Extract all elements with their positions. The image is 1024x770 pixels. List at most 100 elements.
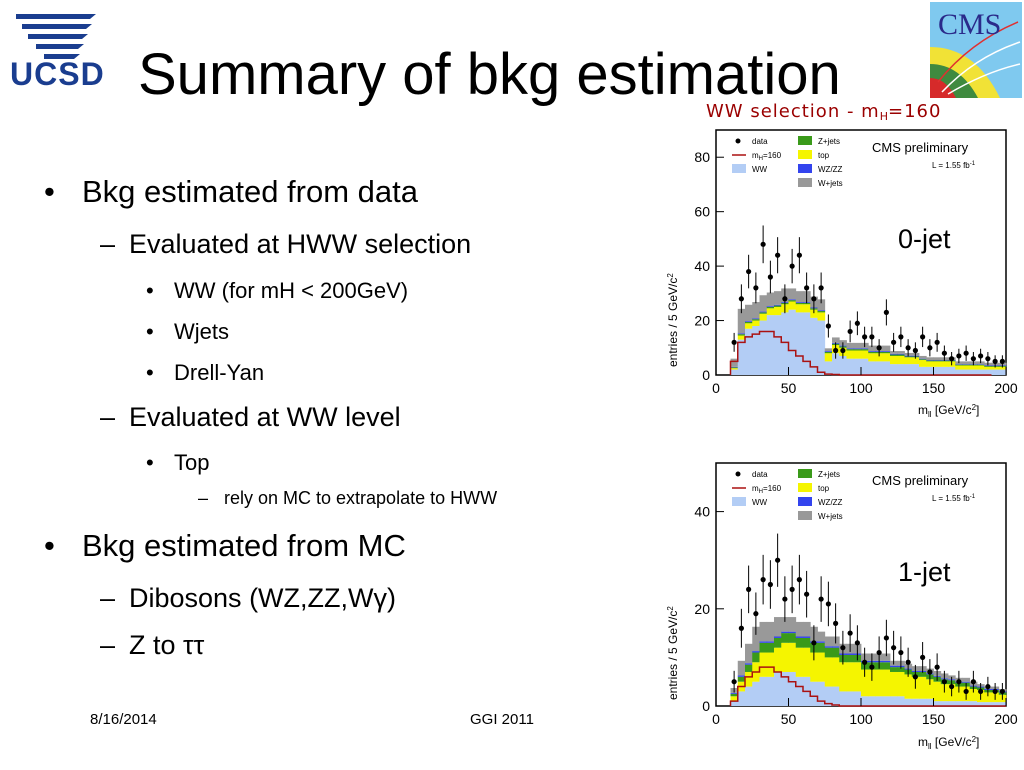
- stack-bar-wz: [861, 348, 869, 350]
- stack-bar-top: [824, 353, 833, 362]
- data-point: [738, 625, 744, 631]
- bullet-item: • Wjets: [146, 319, 229, 345]
- stack-bar-zjets: [904, 356, 913, 358]
- ucsd-logo: UCSD: [6, 6, 116, 96]
- data-point: [905, 659, 911, 665]
- data-point: [891, 339, 897, 345]
- bullet-text: Bkg estimated from data: [82, 174, 418, 209]
- stack-bar-wjets: [774, 291, 782, 305]
- data-point: [789, 263, 795, 269]
- stack-bar-top: [745, 671, 753, 687]
- stack-bar-top: [730, 696, 739, 702]
- data-point: [956, 353, 962, 359]
- stack-bar-wjets: [774, 617, 782, 637]
- data-point: [992, 358, 998, 364]
- stack-bar-zjets: [781, 633, 789, 643]
- x-tick-label: 200: [994, 711, 1018, 727]
- stack-bar-ww: [817, 681, 826, 706]
- stack-bar-wjets: [897, 351, 905, 354]
- data-point: [992, 688, 998, 695]
- stack-bar-wz: [897, 353, 905, 355]
- stack-bar-top: [969, 365, 978, 370]
- data-point: [825, 323, 831, 329]
- data-point: [876, 345, 882, 351]
- stack-bar-ww: [991, 702, 1000, 706]
- legend-label: mH=160: [752, 484, 782, 495]
- stack-bar-top: [868, 353, 876, 362]
- stack-bar-wjets: [817, 299, 826, 311]
- legend-label: mH=160: [752, 151, 782, 162]
- stack-bar-ww: [933, 366, 942, 375]
- stack-bar-ww: [948, 366, 956, 375]
- stack-bar-top: [890, 671, 898, 697]
- stack-bar-top: [940, 684, 949, 702]
- stack-bar-zjets: [745, 321, 753, 324]
- chart-selection-subtitle: WW selection - mH=160: [706, 101, 941, 123]
- bullet-text: Z to ττ: [129, 630, 205, 660]
- stack-bar-ww: [984, 702, 992, 706]
- stack-bar-zjets: [890, 667, 898, 672]
- stack-bar-wjets: [882, 653, 891, 661]
- stack-bar-wjets: [824, 348, 833, 352]
- stack-bar-ww: [940, 701, 949, 706]
- stack-bar-wjets: [752, 626, 760, 652]
- legend-swatch-wjets: [798, 511, 812, 520]
- stack-bar-zjets: [774, 637, 782, 648]
- stack-bar-ww: [875, 361, 884, 375]
- stack-bar-top: [839, 662, 847, 692]
- stack-bar-ww: [853, 358, 862, 375]
- stack-bar-top: [766, 308, 775, 316]
- stack-bar-ww: [984, 369, 992, 375]
- legend-label: data: [752, 137, 768, 146]
- legend-swatch-zjets: [798, 136, 812, 145]
- stack-bar-zjets: [890, 354, 898, 356]
- stack-bar-top: [861, 669, 869, 697]
- stack-bar-top: [955, 365, 963, 370]
- data-point: [898, 649, 904, 656]
- stack-bar-top: [759, 313, 768, 321]
- y-tick-label: 0: [702, 367, 710, 383]
- stack-bar-wz: [774, 636, 782, 638]
- chart-xlabel-sup: 2: [972, 403, 977, 412]
- bullet-item: – Dibosons (WZ,ZZ,Wγ): [100, 583, 396, 614]
- stack-bar-ww: [940, 366, 949, 375]
- stack-bar-ww: [875, 696, 884, 706]
- y-tick-label: 60: [694, 204, 710, 220]
- x-tick-label: 100: [849, 380, 873, 396]
- x-tick-label: 50: [781, 380, 797, 396]
- legend-label: Z+jets: [818, 470, 840, 479]
- bullet-marker: •: [146, 360, 154, 385]
- bullet-marker: –: [100, 630, 116, 660]
- stack-bar-top: [875, 669, 884, 697]
- stack-bar-ww: [955, 701, 963, 706]
- stack-bar-zjets: [803, 302, 811, 305]
- data-point: [833, 620, 839, 626]
- stack-bar-zjets: [752, 652, 760, 663]
- stack-bar-zjets: [803, 637, 811, 648]
- stack-bar-ww: [824, 361, 833, 375]
- stack-bar-top: [984, 692, 992, 703]
- stack-bar-ww: [962, 701, 971, 706]
- stack-bar-top: [904, 674, 913, 699]
- stack-bar-zjets: [752, 319, 760, 321]
- stack-bar-zjets: [955, 364, 963, 366]
- data-point: [811, 640, 817, 646]
- stack-bar-wjets: [795, 291, 804, 303]
- stack-bar-zjets: [759, 642, 768, 653]
- stack-bar-ww: [846, 691, 855, 706]
- stack-bar-ww: [926, 366, 934, 375]
- stack-bar-wz: [984, 365, 992, 367]
- stack-bar-zjets: [940, 360, 949, 362]
- stack-bar-wz: [774, 304, 782, 306]
- bullet-item: • Bkg estimated from MC: [44, 528, 406, 564]
- stack-bar-wz: [890, 665, 898, 668]
- data-point: [912, 674, 918, 680]
- legend-swatch-ww: [732, 164, 746, 173]
- subtitle-sub: H: [879, 110, 888, 123]
- data-point: [985, 356, 991, 362]
- cms-detector-icon: [930, 2, 1022, 98]
- stack-bar-zjets: [817, 311, 826, 313]
- stack-bar-zjets: [795, 302, 804, 305]
- bullet-item: – Z to ττ: [100, 630, 204, 661]
- stack-bar-wjets: [766, 292, 775, 307]
